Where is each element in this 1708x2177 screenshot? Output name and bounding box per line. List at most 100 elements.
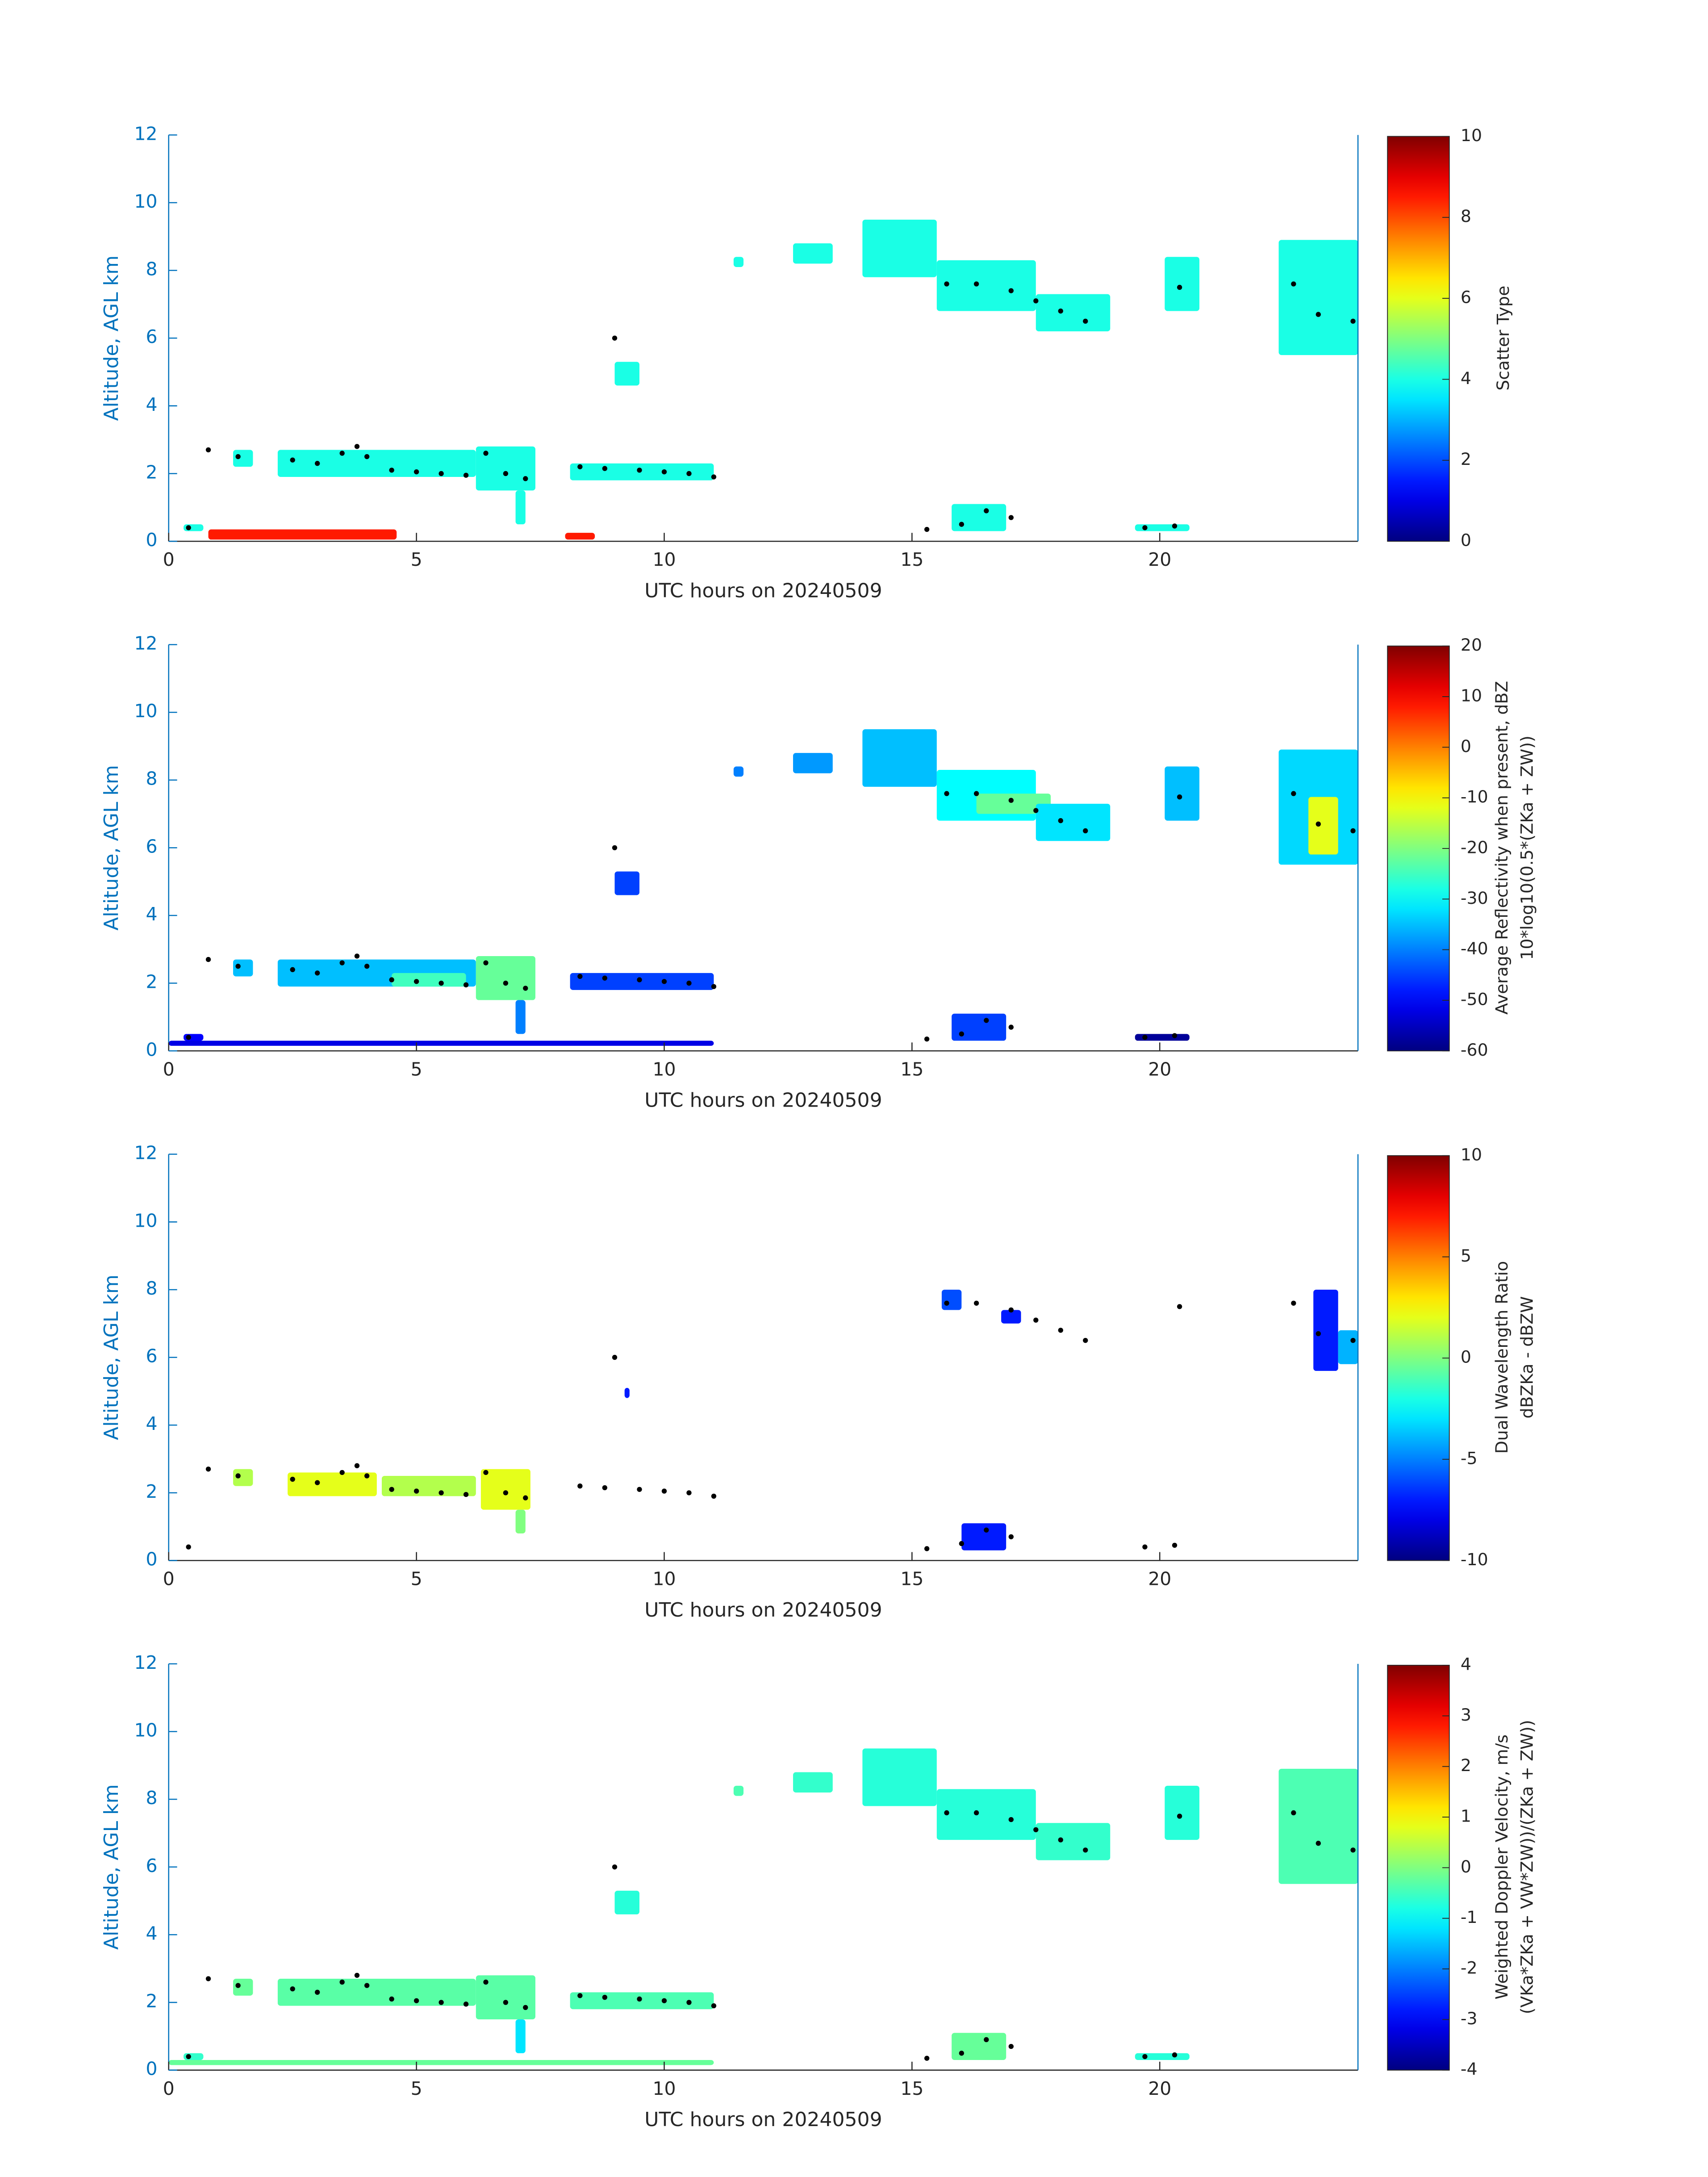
layer-point bbox=[463, 1492, 469, 1497]
layer-point bbox=[413, 469, 419, 475]
layer-point bbox=[354, 1972, 360, 1978]
cloud-region bbox=[277, 450, 476, 477]
layer-point bbox=[235, 964, 241, 969]
layer-point bbox=[973, 1300, 979, 1306]
colorbar bbox=[1387, 645, 1450, 1052]
layer-point bbox=[463, 982, 469, 988]
y-tick-label: 2 bbox=[146, 461, 158, 483]
y-tick-label: 4 bbox=[146, 394, 158, 415]
cloud-region bbox=[624, 1387, 630, 1398]
cloud-region bbox=[277, 1978, 476, 2006]
y-tick-label: 4 bbox=[146, 1922, 158, 1944]
y-tick-label: 2 bbox=[146, 1481, 158, 1502]
layer-point bbox=[235, 1473, 241, 1479]
layer-point bbox=[944, 1810, 949, 1816]
layer-point bbox=[959, 1541, 964, 1546]
layer-point bbox=[686, 2000, 692, 2005]
layer-point bbox=[1142, 1035, 1148, 1040]
cloud-region bbox=[941, 1289, 962, 1310]
layer-point bbox=[924, 1036, 930, 1042]
layer-point bbox=[186, 525, 191, 531]
cloud-region bbox=[1308, 797, 1338, 855]
layer-point bbox=[1008, 1307, 1014, 1313]
cloud-region bbox=[862, 729, 937, 787]
layer-point bbox=[339, 1979, 345, 1985]
y-tick-label: 2 bbox=[146, 1990, 158, 2012]
cloud-region bbox=[614, 362, 640, 386]
layer-point bbox=[924, 1546, 930, 1551]
layer-point bbox=[1142, 525, 1148, 531]
layer-point bbox=[924, 2056, 930, 2061]
layer-point bbox=[661, 1488, 667, 1494]
colorbar bbox=[1387, 1665, 1450, 2071]
cloud-region bbox=[570, 973, 714, 990]
layer-point bbox=[483, 960, 489, 965]
x-axis-label: UTC hours on 20240509 bbox=[644, 2108, 882, 2131]
x-tick-label: 10 bbox=[652, 549, 676, 570]
layer-point bbox=[1083, 1338, 1088, 1343]
x-tick-label: 5 bbox=[411, 1058, 422, 1080]
layer-point bbox=[984, 1527, 989, 1533]
colorbar-tick-label: 0 bbox=[1461, 1857, 1471, 1876]
cloud-region bbox=[952, 1013, 1006, 1041]
y-tick-label: 4 bbox=[146, 1413, 158, 1434]
layer-point bbox=[602, 1995, 608, 2000]
layer-point bbox=[413, 1998, 419, 2003]
layer-point bbox=[1350, 318, 1356, 324]
x-tick-label: 15 bbox=[900, 1568, 923, 1590]
layer-point bbox=[602, 1485, 608, 1491]
x-tick-label: 5 bbox=[411, 2078, 422, 2099]
layer-point bbox=[973, 791, 979, 796]
cloud-region bbox=[961, 1523, 1006, 1550]
colorbar-tick-label: 10 bbox=[1461, 1145, 1482, 1164]
colorbar-tick-label: -30 bbox=[1461, 888, 1488, 908]
layer-point bbox=[711, 474, 717, 480]
layer-point bbox=[577, 1483, 583, 1489]
layer-point bbox=[364, 1983, 370, 1988]
colorbar-label: 10*log10(0.5*(ZKa + ZW)) bbox=[1517, 735, 1537, 960]
cloud-region bbox=[733, 766, 744, 777]
layer-point bbox=[315, 1989, 320, 1995]
layer-point bbox=[315, 461, 320, 466]
y-tick-label: 0 bbox=[146, 529, 158, 551]
x-axis-label: UTC hours on 20240509 bbox=[644, 1089, 882, 1112]
layer-point bbox=[354, 1463, 360, 1468]
colorbar-tick-label: 0 bbox=[1461, 531, 1471, 550]
layer-point bbox=[523, 476, 528, 481]
cloud-region bbox=[1036, 294, 1111, 332]
colorbar-tick-label: 3 bbox=[1461, 1705, 1471, 1725]
colorbar-tick-label: 0 bbox=[1461, 1347, 1471, 1367]
y-tick-label: 6 bbox=[146, 1855, 158, 1876]
cloud-region bbox=[952, 2033, 1006, 2060]
cloud-region bbox=[793, 243, 833, 264]
layer-point bbox=[339, 451, 345, 456]
layer-point bbox=[1008, 2043, 1014, 2049]
layer-point bbox=[1008, 1817, 1014, 1822]
y-axis-label: Altitude, AGL km bbox=[100, 255, 123, 421]
y-axis-label: Altitude, AGL km bbox=[100, 1274, 123, 1440]
layer-point bbox=[1033, 808, 1039, 813]
colorbar-tick-label: 10 bbox=[1461, 125, 1482, 145]
colorbar-tick-label: -10 bbox=[1461, 787, 1488, 806]
cloud-region bbox=[862, 1748, 937, 1806]
y-tick-label: 2 bbox=[146, 971, 158, 993]
layer-point bbox=[612, 1354, 618, 1360]
layer-point bbox=[483, 451, 489, 456]
colorbar-tick-label: 4 bbox=[1461, 1655, 1471, 1674]
y-tick-label: 10 bbox=[134, 700, 158, 722]
layer-point bbox=[483, 1470, 489, 1475]
y-tick-label: 12 bbox=[134, 1142, 158, 1164]
cloud-region bbox=[480, 1469, 530, 1510]
y-tick-label: 8 bbox=[146, 1787, 158, 1809]
layer-point bbox=[1008, 798, 1014, 803]
layer-point bbox=[463, 472, 469, 478]
layer-point bbox=[637, 977, 642, 982]
colorbar-tick-label: 5 bbox=[1461, 1246, 1471, 1266]
layer-point bbox=[339, 1470, 345, 1475]
layer-point bbox=[1177, 284, 1182, 290]
cloud-region bbox=[570, 463, 714, 481]
layer-point bbox=[973, 281, 979, 287]
cloud-region bbox=[288, 1472, 377, 1496]
cloud-region bbox=[476, 956, 535, 1000]
layer-point bbox=[290, 967, 295, 972]
